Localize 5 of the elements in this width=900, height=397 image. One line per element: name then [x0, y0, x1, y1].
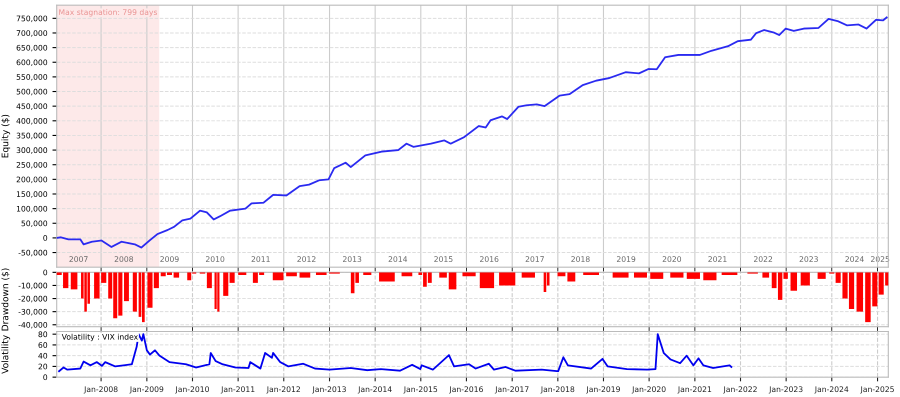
line-series	[58, 333, 732, 372]
y-axis-title: Drawdown ($)	[1, 268, 10, 330]
y-axis-title: Volatility	[1, 335, 10, 374]
line-series	[56, 16, 888, 248]
y-axis-title: Equity ($)	[1, 114, 10, 158]
